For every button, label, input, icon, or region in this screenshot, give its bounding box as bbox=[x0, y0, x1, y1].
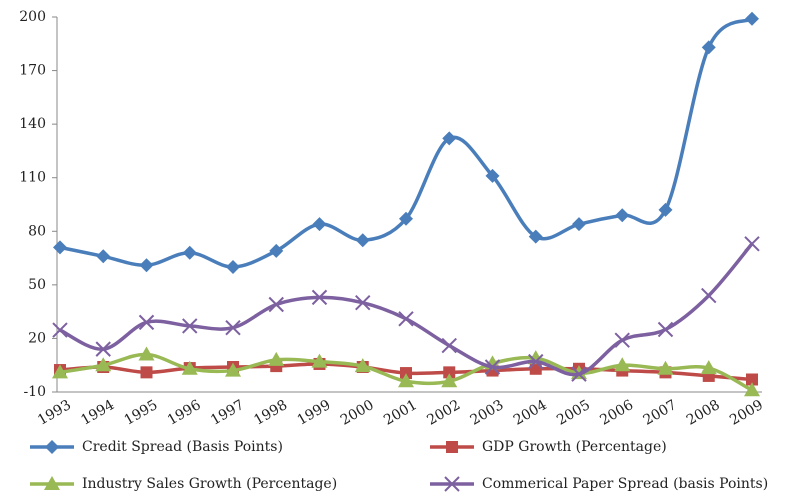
x-tick-label: 2002 bbox=[424, 397, 463, 429]
data-point bbox=[744, 382, 760, 397]
legend-item: GDP Growth (Percentage) bbox=[430, 439, 667, 455]
data-point bbox=[443, 366, 456, 379]
y-tick-label: 200 bbox=[19, 9, 46, 25]
x-tick-label: 2000 bbox=[338, 397, 377, 429]
legend-item: Commerical Paper Spread (basis Points) bbox=[430, 476, 768, 492]
data-point bbox=[268, 296, 284, 313]
y-tick-label: 80 bbox=[28, 223, 46, 239]
legend-label: Commerical Paper Spread (basis Points) bbox=[482, 476, 768, 492]
x-tick-label: 2001 bbox=[381, 397, 420, 429]
data-point bbox=[441, 373, 458, 388]
data-point bbox=[614, 332, 630, 348]
legend-label: Credit Spread (Basis Points) bbox=[82, 439, 283, 455]
y-tick-label: 110 bbox=[19, 170, 46, 186]
x-tick-label: 2005 bbox=[554, 397, 593, 429]
data-point bbox=[614, 357, 631, 372]
x-tick-label: 2006 bbox=[597, 397, 636, 429]
x-tick-label: 1996 bbox=[165, 397, 204, 429]
y-tick-label: -10 bbox=[23, 384, 46, 400]
data-point bbox=[355, 295, 371, 311]
data-point bbox=[182, 245, 197, 260]
legend-label: GDP Growth (Percentage) bbox=[482, 439, 667, 455]
x-tick-label: 2009 bbox=[727, 397, 766, 429]
data-point bbox=[700, 360, 717, 375]
data-point bbox=[484, 359, 501, 375]
legend-marker bbox=[444, 476, 460, 492]
data-point bbox=[398, 311, 414, 327]
y-tick-label: 50 bbox=[28, 277, 46, 293]
x-tick-label: 1999 bbox=[295, 397, 334, 429]
y-tick-label: 170 bbox=[19, 63, 46, 79]
x-tick-label: 2003 bbox=[468, 397, 507, 429]
data-point bbox=[96, 249, 111, 264]
data-point bbox=[138, 314, 155, 331]
data-point bbox=[226, 260, 240, 274]
data-point bbox=[745, 11, 759, 26]
legend-item: Credit Spread (Basis Points) bbox=[30, 439, 283, 455]
data-point bbox=[657, 360, 674, 375]
legend-label: Industry Sales Growth (Percentage) bbox=[82, 476, 337, 492]
legend-marker bbox=[45, 440, 59, 454]
y-tick-label: 20 bbox=[28, 330, 46, 346]
data-point bbox=[268, 351, 285, 366]
x-tick-label: 1997 bbox=[208, 397, 247, 429]
series-line bbox=[59, 242, 754, 377]
x-tick-label: 2004 bbox=[511, 397, 550, 429]
data-point bbox=[52, 364, 68, 379]
x-tick-label: 1995 bbox=[122, 397, 161, 429]
data-point bbox=[311, 289, 328, 306]
data-point bbox=[571, 366, 587, 382]
data-point bbox=[485, 168, 500, 183]
data-point bbox=[615, 208, 630, 223]
legend-marker bbox=[446, 441, 458, 453]
data-point bbox=[528, 229, 543, 244]
data-point bbox=[744, 236, 760, 252]
data-point bbox=[400, 367, 412, 380]
data-point bbox=[225, 320, 241, 336]
series-line bbox=[59, 17, 753, 269]
data-point bbox=[528, 353, 544, 370]
data-point bbox=[138, 346, 155, 361]
data-point bbox=[746, 373, 758, 386]
data-point bbox=[95, 341, 111, 357]
data-point bbox=[312, 217, 327, 232]
data-point bbox=[181, 360, 198, 375]
data-point bbox=[53, 240, 67, 255]
data-point bbox=[701, 40, 716, 55]
data-point bbox=[182, 318, 198, 334]
data-point bbox=[52, 322, 68, 338]
data-point bbox=[140, 366, 153, 379]
data-point bbox=[399, 211, 413, 226]
data-point bbox=[658, 202, 673, 217]
data-point bbox=[657, 321, 674, 338]
data-point bbox=[269, 243, 284, 258]
data-point bbox=[311, 353, 328, 368]
data-point bbox=[355, 233, 370, 248]
legend-item: Industry Sales Growth (Percentage) bbox=[30, 476, 337, 492]
x-tick-label: 1994 bbox=[78, 397, 117, 429]
data-point bbox=[225, 362, 241, 377]
x-tick-label: 1993 bbox=[35, 397, 74, 429]
data-point bbox=[572, 217, 586, 232]
x-tick-label: 2007 bbox=[641, 397, 680, 429]
data-point bbox=[441, 337, 457, 354]
y-tick-label: 140 bbox=[19, 116, 46, 132]
legend-marker bbox=[44, 476, 60, 490]
x-tick-label: 1998 bbox=[251, 397, 290, 429]
data-point bbox=[701, 287, 717, 304]
data-point bbox=[139, 258, 154, 273]
data-point bbox=[354, 358, 371, 373]
x-tick-label: 2008 bbox=[684, 397, 723, 429]
data-point bbox=[95, 357, 112, 372]
data-point bbox=[398, 373, 414, 388]
data-point bbox=[442, 131, 457, 146]
